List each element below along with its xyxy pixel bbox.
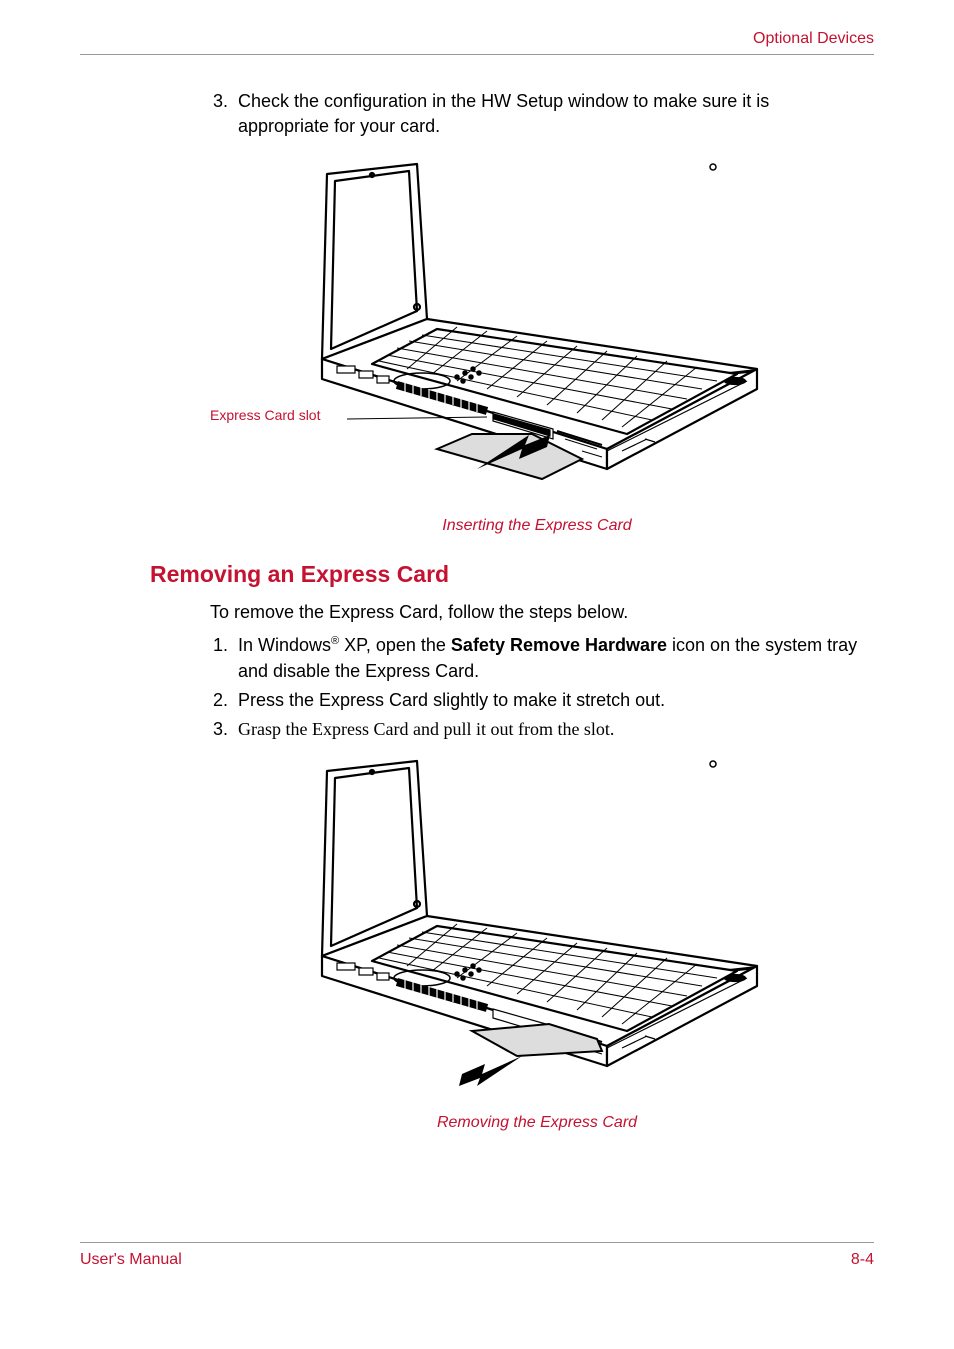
step-number: 1.	[210, 633, 238, 683]
registered-mark: ®	[331, 635, 339, 647]
step-text: Check the configuration in the HW Setup …	[238, 89, 864, 139]
footer-left: User's Manual	[80, 1251, 182, 1269]
step-text: In Windows® XP, open the Safety Remove H…	[238, 633, 864, 683]
section-intro: To remove the Express Card, follow the s…	[210, 602, 864, 623]
list-item: 3. Grasp the Express Card and pull it ou…	[210, 717, 864, 742]
list-item: 2. Press the Express Card slightly to ma…	[210, 688, 864, 713]
text-fragment: XP, open the	[339, 635, 451, 655]
laptop-illustration-remove	[297, 756, 777, 1106]
figure-caption: Removing the Express Card	[210, 1114, 864, 1132]
figure-callout-label: Express Card slot	[210, 407, 320, 423]
content-area: 3. Check the configuration in the HW Set…	[80, 89, 874, 1132]
step-number: 3.	[210, 89, 238, 139]
step-text: Grasp the Express Card and pull it out f…	[238, 717, 864, 742]
section-heading: Removing an Express Card	[150, 561, 864, 588]
list-item: 3. Check the configuration in the HW Set…	[210, 89, 864, 139]
figure-caption: Inserting the Express Card	[210, 517, 864, 535]
footer-right: 8-4	[851, 1251, 874, 1269]
page-footer: User's Manual 8-4	[80, 1242, 874, 1269]
bold-text: Safety Remove Hardware	[451, 635, 667, 655]
step-number: 3.	[210, 717, 238, 742]
step-number: 2.	[210, 688, 238, 713]
page-header: Optional Devices	[80, 30, 874, 55]
laptop-illustration-insert	[297, 159, 777, 499]
text-fragment: In Windows	[238, 635, 331, 655]
header-section-title: Optional Devices	[753, 30, 874, 47]
list-item: 1. In Windows® XP, open the Safety Remov…	[210, 633, 864, 683]
figure-removing	[210, 756, 864, 1106]
step-text: Press the Express Card slightly to make …	[238, 688, 864, 713]
figure-inserting: Express Card slot	[210, 159, 864, 499]
